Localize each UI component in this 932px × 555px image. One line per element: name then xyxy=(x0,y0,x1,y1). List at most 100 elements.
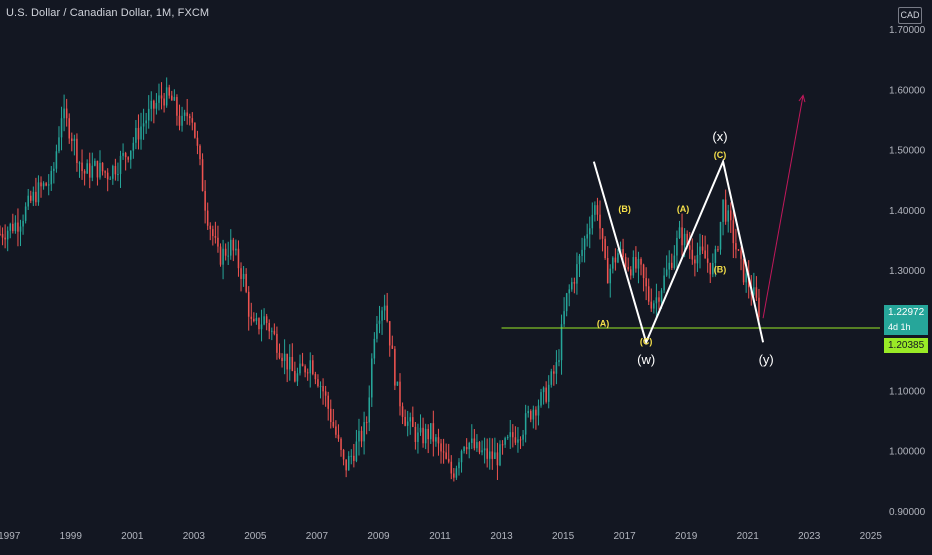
candle xyxy=(427,424,429,454)
candle xyxy=(68,113,70,144)
candle-body xyxy=(478,442,481,453)
candle xyxy=(163,92,165,113)
candle-body xyxy=(24,206,27,221)
candle-body xyxy=(30,195,32,201)
candle xyxy=(224,243,227,261)
time-axis[interactable]: 1997 1999 2001 2003 2005 2007 2009 2011 2013 2015… xyxy=(0,531,882,542)
symbol-title: U.S. Dollar / Canadian Dollar, 1M, FXCM xyxy=(6,7,210,19)
candle-body xyxy=(730,210,732,221)
candle-body xyxy=(378,320,381,324)
candle xyxy=(419,414,422,436)
candle-body xyxy=(268,323,270,332)
candle xyxy=(606,246,609,284)
candle-body xyxy=(363,422,365,442)
candle xyxy=(78,161,81,178)
candle-body xyxy=(496,452,499,466)
candle-body xyxy=(435,437,437,442)
y-tick-label: 1.10000 xyxy=(889,386,926,397)
candle xyxy=(335,420,337,439)
candle xyxy=(194,122,196,139)
candle xyxy=(276,326,278,360)
candle-body xyxy=(91,165,94,178)
candle-body xyxy=(263,316,265,325)
x-tick-label: 2023 xyxy=(798,531,821,542)
candle xyxy=(699,233,701,269)
candle xyxy=(483,437,486,464)
candle xyxy=(463,445,465,454)
candle xyxy=(524,404,527,443)
candle-body xyxy=(612,257,614,269)
candle xyxy=(371,353,373,407)
bar-countdown-tag: 4d 1h xyxy=(884,320,928,335)
candle xyxy=(73,134,76,156)
candle-body xyxy=(642,264,645,279)
candle-body xyxy=(709,262,712,275)
candle xyxy=(81,149,83,180)
candle xyxy=(514,426,517,446)
candle xyxy=(724,189,727,225)
x-tick-label: 2025 xyxy=(860,531,883,542)
candle xyxy=(86,159,88,174)
candle xyxy=(642,263,645,292)
candle-body xyxy=(147,108,150,121)
candle xyxy=(727,204,729,233)
candle-body xyxy=(288,356,291,370)
candle xyxy=(119,150,122,188)
candle xyxy=(45,181,47,187)
candle xyxy=(281,353,283,368)
candle-body xyxy=(109,178,112,180)
price-axis[interactable]: 0.900001.000001.100001.200001.300001.400… xyxy=(889,25,926,518)
candle-body xyxy=(647,286,650,302)
candle xyxy=(473,429,476,451)
candle-body xyxy=(376,323,378,339)
candle xyxy=(696,242,699,272)
candle-body xyxy=(327,395,329,409)
candle xyxy=(565,292,568,317)
projection-arrow[interactable] xyxy=(762,95,804,319)
candle-body xyxy=(0,233,1,235)
candle-body xyxy=(663,275,665,291)
candle xyxy=(422,417,424,448)
candle xyxy=(71,132,73,152)
candle xyxy=(317,374,319,388)
wave-path[interactable] xyxy=(592,158,765,346)
candle-body xyxy=(737,249,740,251)
candle-body xyxy=(124,153,127,158)
candle xyxy=(360,426,363,448)
candle xyxy=(53,162,55,184)
candle-body xyxy=(430,423,432,440)
candle-body xyxy=(191,118,194,123)
candle xyxy=(614,248,617,271)
candle-body xyxy=(427,428,429,440)
candle-body xyxy=(404,416,406,426)
candle xyxy=(114,158,117,181)
candle xyxy=(122,143,124,160)
candle-body xyxy=(445,452,447,459)
candle-body xyxy=(224,248,227,256)
candle xyxy=(88,152,91,189)
candle xyxy=(537,399,540,426)
candle xyxy=(65,98,68,127)
candle-body xyxy=(414,426,417,442)
candle-body xyxy=(632,257,635,276)
candle xyxy=(127,156,129,163)
candle xyxy=(94,158,96,167)
candle xyxy=(604,236,606,260)
candle xyxy=(732,211,735,259)
candle-body xyxy=(596,205,599,215)
candle-body xyxy=(373,338,376,359)
candle-body xyxy=(473,438,476,449)
candle-body xyxy=(468,442,470,450)
currency-button[interactable]: CAD xyxy=(898,7,922,24)
candle-body xyxy=(547,384,550,402)
candle-body xyxy=(276,333,278,353)
candle xyxy=(630,266,632,280)
candle-body xyxy=(491,451,494,459)
y-tick-label: 1.00000 xyxy=(889,447,926,458)
candle-body xyxy=(253,318,255,322)
candle xyxy=(353,443,355,468)
candle-body xyxy=(517,439,519,443)
candle-body xyxy=(645,278,647,287)
